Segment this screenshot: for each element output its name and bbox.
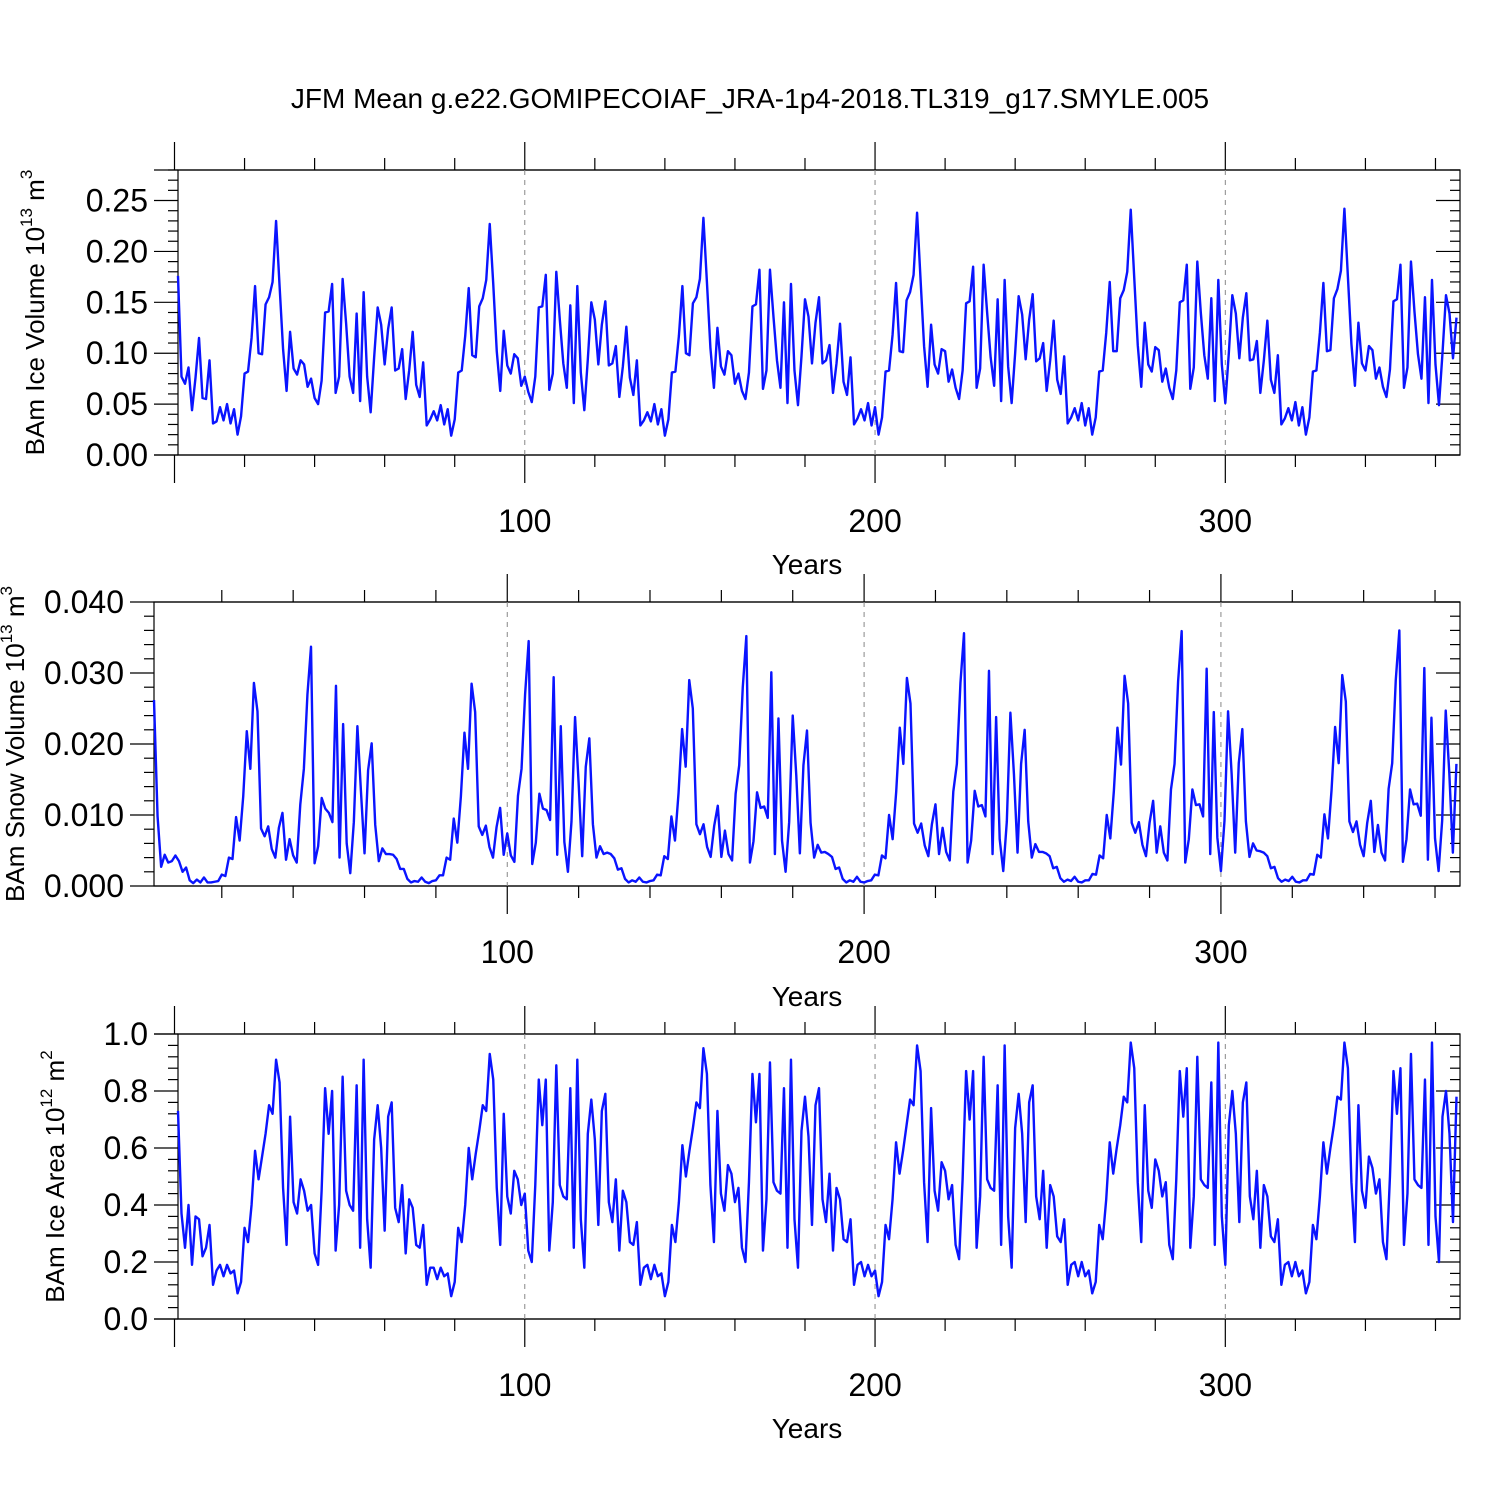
y-tick-label: 0.00	[86, 437, 148, 473]
y-tick-label: 1.0	[104, 1016, 148, 1052]
series-line	[152, 629, 1458, 885]
series-line	[176, 207, 1458, 437]
panel-ice-volume: 100 200 300 Years 0.00 0.05 0.10 0.15 0.20 0.25 BA…	[17, 142, 1461, 580]
y-tick-label: 0.25	[86, 183, 148, 219]
y-tick-label: 0.8	[104, 1073, 148, 1109]
panel-snow-volume: 100 200 300 Years 0.000 0.010 0.020 0.030 0.040 B…	[0, 574, 1461, 1012]
x-tick-label: 200	[837, 934, 890, 970]
panel-ice-area: 100 200 300 Years 0.0 0.2 0.4 0.6 0.8 1.0 BAm Ice …	[37, 1006, 1461, 1444]
y-tick-label: 0.030	[44, 655, 124, 691]
x-tick-label: 200	[848, 1367, 901, 1403]
x-tick-label: 200	[848, 503, 901, 539]
y-tick-label: 0.000	[44, 868, 124, 904]
series-line	[176, 1041, 1458, 1298]
y-tick-label: 0.20	[86, 233, 148, 269]
x-tick-label: 100	[481, 934, 534, 970]
y-tick-label: 0.010	[44, 797, 124, 833]
y-tick-label: 0.6	[104, 1130, 148, 1166]
x-tick-label: 300	[1199, 1367, 1252, 1403]
y-axis-label: BAm Snow Volume 1013 m3	[0, 586, 30, 902]
y-tick-label: 0.0	[104, 1301, 148, 1337]
y-axis-label: BAm Ice Volume 1013 m3	[17, 170, 50, 456]
panels: 100 200 300 Years 0.00 0.05 0.10 0.15 0.20 0.25 BA…	[0, 142, 1461, 1444]
y-tick-label: 0.15	[86, 284, 148, 320]
y-tick-label: 0.10	[86, 335, 148, 371]
x-axis-label: Years	[772, 981, 843, 1012]
x-tick-label: 300	[1199, 503, 1252, 539]
y-tick-label: 0.2	[104, 1244, 148, 1280]
y-tick-label: 0.05	[86, 386, 148, 422]
y-axis-label: BAm Ice Area 1012 m2	[37, 1050, 70, 1302]
x-tick-label: 300	[1194, 934, 1247, 970]
x-axis-label: Years	[772, 549, 843, 580]
x-tick-label: 100	[498, 1367, 551, 1403]
y-tick-label: 0.040	[44, 584, 124, 620]
figure-title: JFM Mean g.e22.GOMIPECOIAF_JRA-1p4-2018.…	[291, 83, 1209, 114]
x-axis-label: Years	[772, 1413, 843, 1444]
y-tick-label: 0.020	[44, 726, 124, 762]
y-tick-label: 0.4	[104, 1187, 148, 1223]
x-tick-label: 100	[498, 503, 551, 539]
